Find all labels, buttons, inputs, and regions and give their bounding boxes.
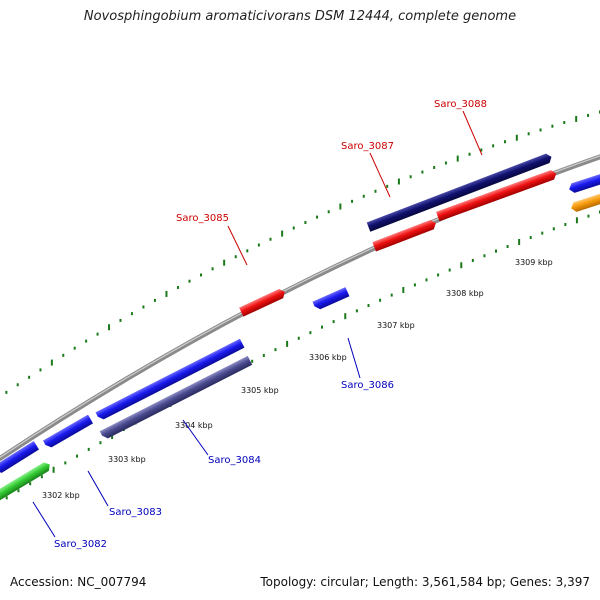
red-feature[interactable] (372, 219, 437, 252)
kbp-label: 3306 kbp (309, 353, 347, 362)
orange-feature[interactable] (570, 188, 600, 213)
accession-label: Accession: NC_007794 (10, 575, 147, 589)
genome-summary: Topology: circular; Length: 3,561,584 bp… (260, 575, 590, 589)
gene-label-saro-3085[interactable]: Saro_3085 (176, 213, 229, 224)
inner-tick-row (5, 210, 600, 500)
kbp-label: 3307 kbp (377, 321, 415, 330)
kbp-label: 3309 kbp (515, 258, 553, 267)
gene-label-saro-3086[interactable]: Saro_3086 (341, 380, 394, 391)
kbp-label: 3305 kbp (241, 386, 279, 395)
red-feature[interactable] (239, 287, 287, 317)
gene-label-saro-3087[interactable]: Saro_3087 (341, 141, 394, 152)
gene-label-saro-3088[interactable]: Saro_3088 (434, 99, 487, 110)
red-feature[interactable] (436, 169, 558, 222)
navy-feature[interactable] (366, 152, 554, 232)
kbp-scale: 3302 kbp 3303 kbp 3304 kbp 3305 kbp 3306… (42, 258, 553, 500)
gene-label-saro-3082[interactable]: Saro_3082 (54, 539, 107, 550)
kbp-label: 3302 kbp (42, 491, 80, 500)
genome-backbone (0, 154, 600, 462)
blue-feature[interactable] (312, 287, 350, 311)
gene-label-saro-3083[interactable]: Saro_3083 (109, 507, 162, 518)
gene-label-saro-3084[interactable]: Saro_3084 (208, 455, 261, 466)
blue-feature[interactable] (95, 338, 245, 421)
label-leaders (32, 110, 483, 538)
genome-title: Novosphingobium aromaticivorans DSM 1244… (83, 9, 517, 24)
kbp-label: 3308 kbp (446, 289, 484, 298)
outer-tick-row (5, 110, 600, 394)
blue-feature[interactable] (42, 414, 94, 450)
blue-feature[interactable] (0, 441, 40, 475)
kbp-label: 3303 kbp (108, 455, 146, 464)
kbp-label: 3304 kbp (175, 421, 213, 430)
blue-feature[interactable] (568, 169, 600, 194)
gene-features (0, 152, 600, 501)
slate-feature[interactable] (99, 355, 253, 440)
green-feature[interactable] (0, 460, 52, 501)
gene-labels: Saro_3082 Saro_3083 Saro_3084 Saro_3085 … (54, 99, 487, 550)
